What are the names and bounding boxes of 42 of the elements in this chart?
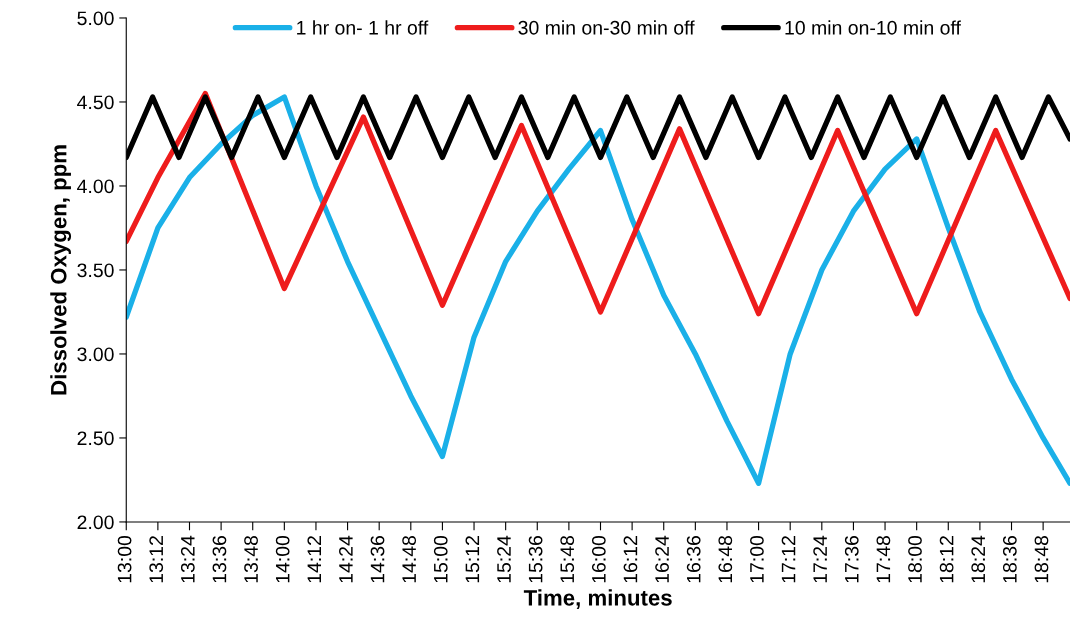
x-tick-label: 14:00 [275, 535, 290, 583]
legend-label: 10 min on-10 min off [785, 20, 961, 35]
y-tick-label: 2.50 [77, 431, 114, 446]
x-tick-label: 15:36 [528, 535, 543, 583]
x-tick-label: 18:00 [908, 535, 922, 583]
y-tick-label: 3.50 [77, 263, 114, 278]
y-tick-label: 4.00 [77, 179, 114, 194]
y-tick-label: 3.00 [77, 347, 114, 362]
x-tick-label: 17:36 [844, 535, 859, 583]
x-tick-label: 16:24 [655, 535, 669, 583]
y-axis-title: Dissolved Oxygen, ppm [50, 145, 72, 395]
x-tick-label: 14:48 [402, 535, 417, 583]
x-tick-label: 18:48 [1034, 535, 1049, 583]
x-tick-label: 15:00 [433, 535, 448, 583]
x-tick-label: 16:12 [623, 536, 638, 583]
x-tick-label: 13:24 [180, 535, 195, 583]
x-tick-label: 13:12 [149, 536, 164, 583]
x-tick-label: 13:36 [212, 535, 227, 583]
x-tick-label: 17:24 [813, 535, 827, 583]
x-axis-title: Time, minutes [523, 589, 672, 609]
x-tick-label: 17:12 [781, 536, 796, 583]
x-tick-label: 15:24 [497, 535, 511, 583]
x-tick-label: 14:36 [370, 535, 385, 583]
x-tick-label: 13:00 [117, 535, 132, 583]
x-tick-label: 13:48 [244, 535, 258, 583]
legend-label: 30 min on-30 min off [518, 20, 695, 35]
y-tick-label: 4.50 [77, 95, 114, 110]
x-tick-label: 14:24 [339, 535, 353, 583]
x-tick-label: 15:48 [560, 535, 575, 583]
x-tick-label: 18:12 [939, 536, 954, 583]
x-tick-label: 17:00 [750, 535, 764, 583]
x-tick-label: 16:48 [718, 535, 733, 583]
x-tick-label: 18:36 [1002, 535, 1017, 583]
y-tick-label: 5.00 [77, 11, 114, 26]
legend-label: 1 hr on- 1 hr off [297, 20, 429, 35]
x-tick-label: 18:24 [971, 535, 986, 583]
x-tick-label: 16:00 [591, 535, 606, 583]
x-tick-label: 15:12 [465, 536, 480, 583]
x-tick-label: 17:48 [876, 535, 891, 583]
y-tick-label: 2.00 [77, 515, 114, 530]
x-tick-label: 16:36 [686, 535, 701, 583]
x-tick-label: 14:12 [307, 536, 321, 583]
